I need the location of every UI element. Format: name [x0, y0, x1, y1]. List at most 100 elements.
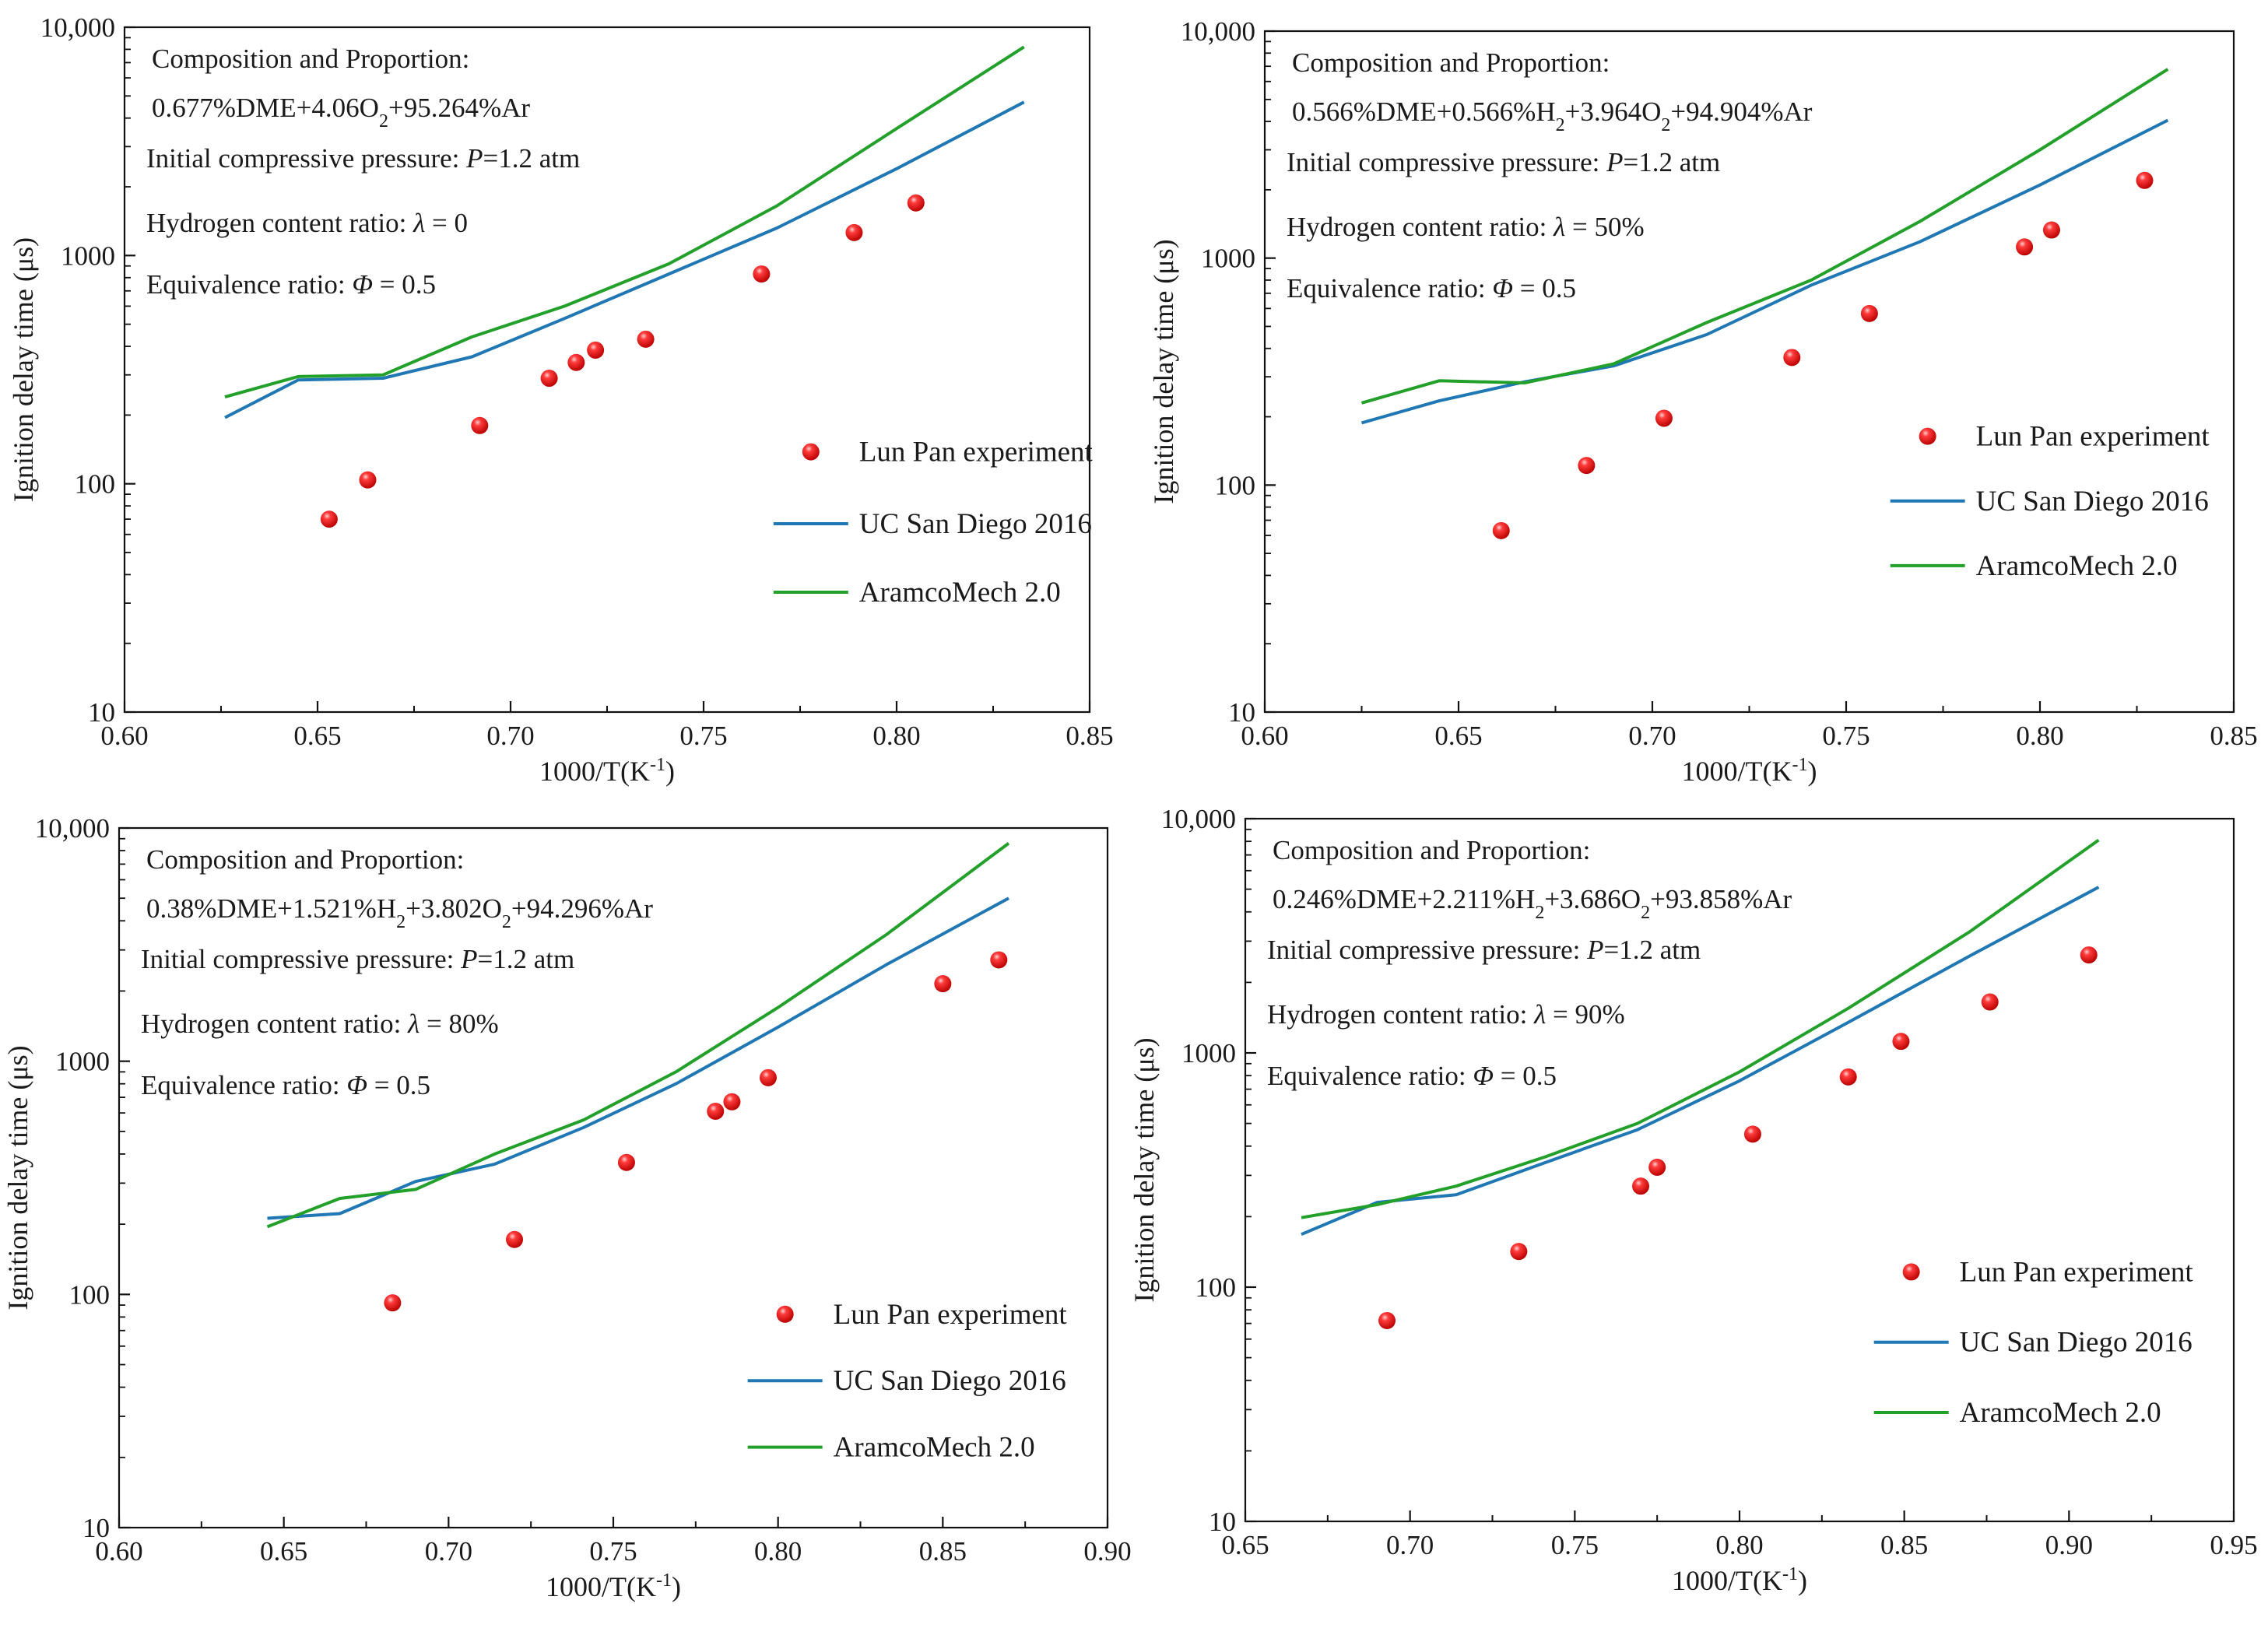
data-point: [506, 1230, 523, 1248]
x-tick-label: 0.60: [100, 721, 148, 751]
y-axis-title: Ignition delay time (μs): [1129, 1037, 1160, 1302]
legend-marker: [1919, 427, 1936, 445]
data-point: [637, 330, 655, 348]
data-point: [845, 223, 863, 241]
annotation-line: Composition and Proportion:: [152, 44, 469, 74]
y-tick-label: 10,000: [40, 12, 115, 43]
legend-label: UC San Diego 2016: [1976, 486, 2209, 518]
annotation-line: Initial compressive pressure: P=1.2 atm: [146, 143, 580, 174]
annotation-line: Equivalence ratio: Φ = 0.5: [1267, 1061, 1557, 1091]
legend-label: AramcoMech 2.0: [859, 577, 1061, 609]
data-point: [2042, 221, 2060, 239]
annotation-line: Composition and Proportion:: [1292, 47, 1610, 78]
data-point: [1378, 1311, 1396, 1329]
data-point: [587, 341, 605, 359]
x-tick-label: 0.85: [1066, 721, 1113, 751]
data-point: [1892, 1033, 1910, 1051]
x-tick-label: 0.80: [872, 721, 920, 751]
legend-marker: [776, 1305, 794, 1323]
x-tick-label: 0.70: [486, 721, 534, 751]
x-tick-label: 0.75: [1551, 1530, 1599, 1560]
annotation-line: 0.566%DME+0.566%H2+3.964O2+94.904%Ar: [1292, 96, 1813, 135]
legend-label: Lun Pan experiment: [1976, 421, 2210, 453]
series-line: [267, 896, 1009, 1220]
data-point: [2136, 171, 2154, 189]
x-tick-label: 0.60: [1241, 721, 1288, 751]
x-tick-label: 0.70: [1628, 721, 1676, 751]
data-point: [1783, 349, 1801, 367]
legend-label: Lun Pan experiment: [834, 1299, 1068, 1331]
legend-label: UC San Diego 2016: [834, 1365, 1066, 1397]
legend-label: AramcoMech 2.0: [1976, 550, 2178, 582]
x-tick-label: 0.90: [1083, 1536, 1131, 1567]
y-tick-label: 10: [88, 697, 115, 728]
data-point: [1648, 1158, 1666, 1176]
series-line: [224, 100, 1025, 419]
annotation-line: Composition and Proportion:: [146, 844, 464, 875]
legend-label: UC San Diego 2016: [1960, 1327, 2193, 1359]
series-line: [224, 45, 1025, 399]
y-tick-label: 1000: [61, 240, 115, 271]
data-point: [1839, 1068, 1857, 1086]
data-point: [1981, 993, 1999, 1011]
series-line: [1301, 838, 2100, 1219]
x-tick-label: 0.80: [1715, 1530, 1763, 1560]
data-point: [2016, 238, 2034, 256]
legend-marker: [802, 443, 820, 461]
x-tick-label: 0.65: [1221, 1530, 1269, 1560]
x-tick-label: 0.80: [754, 1536, 802, 1567]
legend-label: Lun Pan experiment: [1960, 1256, 2194, 1288]
x-tick-label: 0.75: [589, 1536, 637, 1567]
y-tick-label: 1000: [1201, 244, 1255, 274]
legend-label: AramcoMech 2.0: [1960, 1397, 2161, 1429]
y-axis-title: Ignition delay time (μs): [1148, 239, 1179, 503]
x-tick-label: 0.85: [919, 1536, 967, 1567]
annotation-line: Equivalence ratio: Φ = 0.5: [146, 269, 436, 300]
x-tick-label: 0.70: [1386, 1530, 1434, 1560]
data-point: [934, 975, 952, 993]
annotation-line: Hydrogen content ratio: λ = 50%: [1287, 212, 1645, 242]
legend-label: AramcoMech 2.0: [834, 1432, 1035, 1464]
data-point: [359, 471, 377, 489]
annotation-line: Initial compressive pressure: P=1.2 atm: [1267, 935, 1701, 965]
legend-marker: [1902, 1263, 1920, 1281]
x-tick-label: 0.60: [95, 1536, 142, 1567]
y-tick-label: 100: [75, 469, 116, 500]
data-point: [1510, 1243, 1528, 1261]
x-tick-label: 0.90: [2045, 1530, 2093, 1560]
annotation-line: 0.677%DME+4.06O2+95.264%Ar: [152, 93, 530, 132]
x-tick-label: 0.85: [1880, 1530, 1928, 1560]
data-point: [1492, 521, 1510, 539]
data-point: [990, 951, 1008, 969]
x-tick-label: 0.80: [2016, 721, 2063, 751]
data-point: [707, 1102, 725, 1120]
annotation-line: Initial compressive pressure: P=1.2 atm: [1287, 147, 1720, 177]
x-tick-label: 0.75: [1822, 721, 1870, 751]
data-point: [907, 194, 925, 212]
y-tick-label: 1000: [55, 1047, 110, 1077]
x-tick-label: 0.65: [1434, 721, 1482, 751]
series-line: [1360, 68, 2169, 405]
y-tick-label: 100: [69, 1279, 111, 1310]
data-point: [1860, 304, 1878, 322]
annotation-line: Composition and Proportion:: [1273, 835, 1590, 865]
data-point: [617, 1153, 635, 1171]
x-axis-title: 1000/T(K-1): [546, 1570, 681, 1602]
y-axis-title: Ignition delay time (μs): [2, 1045, 33, 1310]
x-axis-title: 1000/T(K-1): [539, 755, 675, 787]
y-axis-title: Ignition delay time (μs): [8, 237, 39, 502]
y-tick-label: 10: [1228, 697, 1255, 728]
annotation-line: 0.246%DME+2.211%H2+3.686O2+93.858%Ar: [1273, 884, 1792, 923]
series-line: [266, 841, 1010, 1229]
data-point: [567, 353, 585, 371]
data-point: [753, 265, 771, 283]
annotation-line: Initial compressive pressure: P=1.2 atm: [141, 944, 574, 974]
annotation-line: Hydrogen content ratio: λ = 90%: [1267, 999, 1625, 1030]
legend-label: UC San Diego 2016: [859, 508, 1092, 540]
data-point: [540, 370, 558, 388]
legend-label: Lun Pan experiment: [859, 437, 1094, 468]
x-tick-label: 0.85: [2210, 721, 2257, 751]
